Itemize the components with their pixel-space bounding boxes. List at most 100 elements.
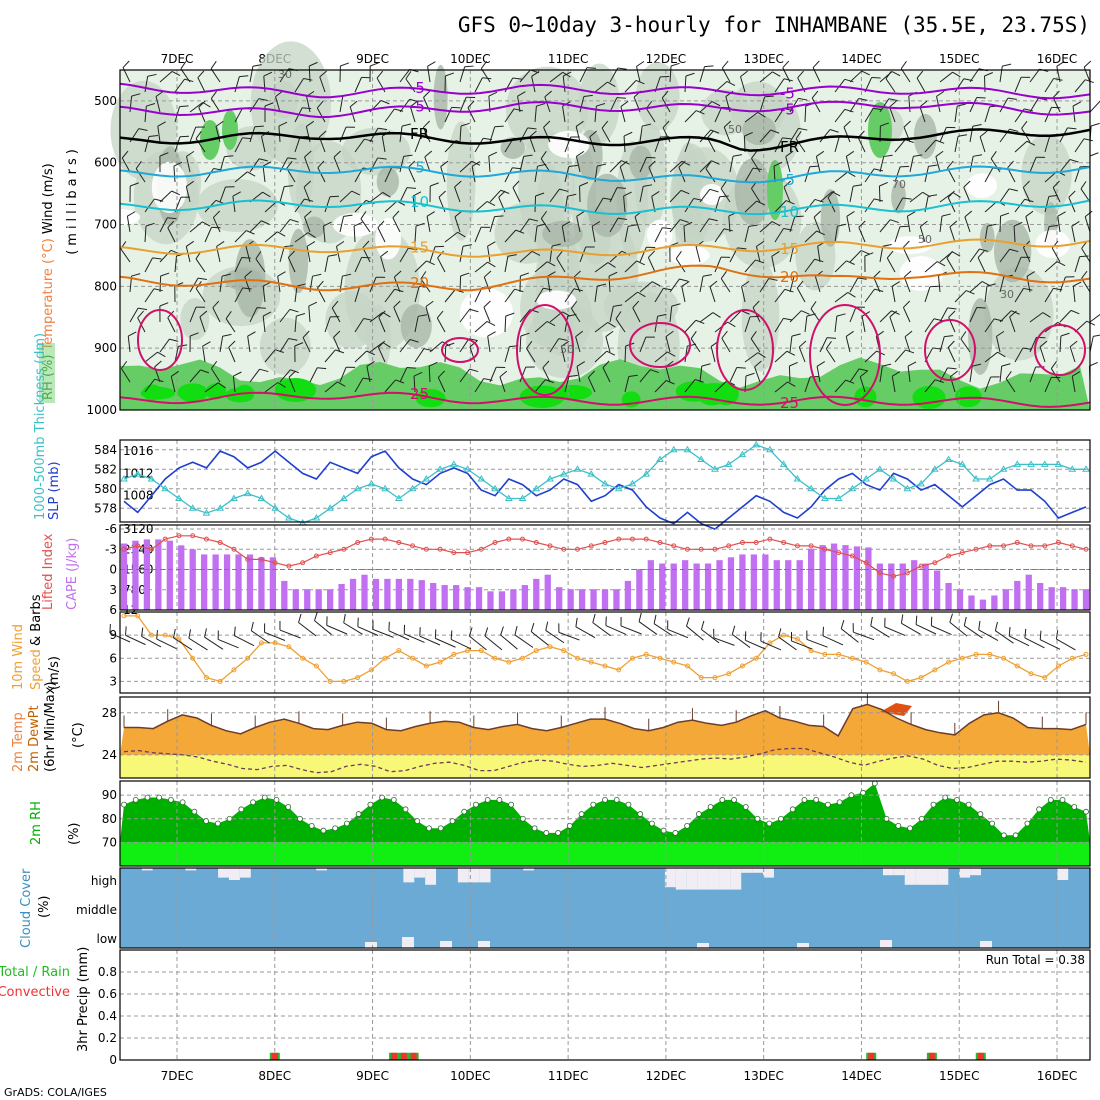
wind-barb-flag [1056,261,1066,267]
wind-barb [1029,98,1039,113]
wind-barb [984,200,998,213]
cape-bar [441,585,448,610]
wind-barb [714,256,722,273]
wind-barb-flag [573,288,583,292]
wind-barb-flag [1073,281,1082,287]
wind-barb [234,635,255,647]
wind-speed-marker [904,678,910,684]
wind-barb-flag [382,342,391,348]
wind-barb [540,158,551,173]
wind-barb [247,336,251,353]
wind-barb-flag [814,258,824,263]
cape-bar [979,599,987,610]
x-tick-label-top: 7DEC [161,52,194,66]
wind-barb-flag [816,361,826,367]
wind-barb-flag [814,198,824,203]
wind-barb [217,638,239,649]
wind-barb-flag [202,101,211,108]
wind-barb [186,156,191,173]
wind-barb [774,108,785,123]
wind-barb [500,634,518,650]
wind-barb-flag [889,310,898,318]
rh2m-marker [414,818,421,825]
rh2m-marker [1000,832,1007,839]
rh-dry-pocket [899,256,943,291]
thickness-marker [381,484,389,492]
wind-barb-flag [1089,152,1099,157]
wind-barb-flag [902,240,910,248]
wind-barb-flag [620,100,629,107]
x-axis-labels: 7DEC7DEC8DEC8DEC9DEC9DEC10DEC10DEC11DEC1… [161,52,1078,1083]
wind-barb [1029,337,1037,353]
wind-barb-flag [840,619,845,629]
wind-barb [294,232,309,243]
wind-barb-flag [1053,77,1063,81]
wind-barb [834,78,846,93]
wind-barb [601,127,611,143]
wind-barb-flag [636,60,645,67]
wind-barb [354,318,365,333]
wind-barb-flag [460,122,470,127]
wind-speed-marker [836,651,842,657]
wind-barb [120,248,131,263]
cloud-gap [686,868,698,890]
thickness-marker [875,465,884,472]
wind-barb-flag [159,302,169,307]
wind-barb [995,336,1001,353]
wind-barb-flag [976,96,986,99]
wind-speed-marker [382,655,388,661]
wind-barb [324,196,331,213]
wind-barb-flag [567,193,577,197]
wind-barb [514,634,534,648]
wind-barb-flag [952,71,961,78]
wind-barb [262,166,266,183]
wind-barb-flag [424,150,433,158]
wind-barb [639,336,647,353]
wind-barb [774,350,788,363]
wind-barb [999,310,1012,323]
cape-bar [556,587,563,610]
wind-barb-flag [1050,360,1057,369]
wind-barb [251,630,270,644]
wind-barb-flag [1072,371,1081,377]
cape-bar [201,554,208,610]
wind-barb [789,246,795,263]
cape-bar [991,595,998,610]
wind-barb-flag [579,182,589,187]
wind-barb [645,108,656,123]
wind-barb [984,376,992,393]
wind-barb-flag [278,121,288,127]
wind-barb [189,221,203,233]
wind-barb-flag [657,313,667,317]
wind-barb-flag [423,120,431,128]
wind-barb [189,369,201,383]
wind-barb-flag [296,313,306,317]
wind-barb-flag [778,628,782,638]
wind-barb-flag [741,280,750,287]
wind-barb-flag [258,98,268,101]
temperature-contour [119,82,1091,100]
lifted-index-marker [973,546,979,552]
wind-barb-flag [1023,287,1033,291]
wind-barb [760,640,782,651]
wind-speed-marker [451,651,457,657]
wind-barb-flag [952,251,961,257]
wind-barb [576,216,581,233]
wind-barb [849,306,857,323]
wind-barb [884,626,906,636]
y-tick-label: 800 [94,279,117,293]
wind-barb [1059,335,1062,353]
rh2m-marker [1024,820,1031,827]
cape-bar [407,578,414,610]
wind-barb [197,77,206,93]
wind-barb-flag [1071,221,1080,227]
wind-barb-flag [527,127,537,130]
contour-label: -5 [780,100,795,118]
wind-barb [174,256,177,273]
wind-speed-marker [231,667,237,673]
wind-barb-flag [137,307,148,311]
wind-barb-flag [947,367,957,370]
wind-barb [504,229,517,243]
thickness-marker [532,484,541,492]
